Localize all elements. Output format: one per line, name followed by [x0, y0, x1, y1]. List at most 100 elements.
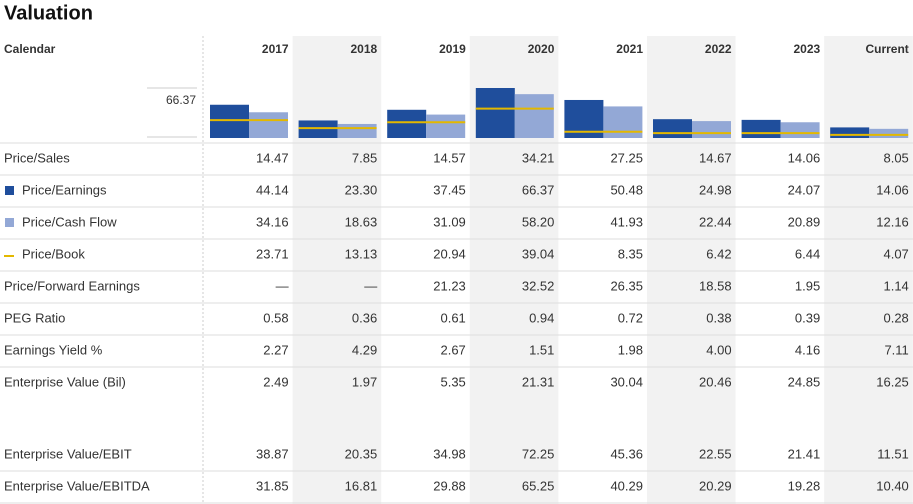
- cell: 0.58: [263, 310, 288, 325]
- cell: 4.00: [706, 342, 731, 357]
- cell: 21.31: [522, 374, 555, 389]
- cell: 27.25: [610, 150, 643, 165]
- cell: 34.98: [433, 446, 466, 461]
- cell: 38.87: [256, 446, 289, 461]
- legend-swatch: [5, 218, 14, 227]
- cell: 4.16: [795, 342, 820, 357]
- cell: 24.07: [788, 182, 821, 197]
- cell: 0.39: [795, 310, 820, 325]
- cell: 41.93: [610, 214, 643, 229]
- cell: 45.36: [610, 446, 643, 461]
- pcf-bar: [780, 122, 820, 138]
- cell: 2.67: [440, 342, 465, 357]
- row-label: Price/Earnings: [22, 182, 107, 197]
- row-label: Enterprise Value (Bil): [4, 374, 126, 389]
- cell: 1.97: [352, 374, 377, 389]
- cell: 24.98: [699, 182, 732, 197]
- background: [0, 36, 913, 504]
- cell: 7.85: [352, 150, 377, 165]
- header-label: Calendar: [4, 42, 56, 56]
- cell: 6.42: [706, 246, 731, 261]
- cell: 4.29: [352, 342, 377, 357]
- row-label: Price/Sales: [4, 150, 70, 165]
- cell: 20.46: [699, 374, 732, 389]
- cell: 8.35: [618, 246, 643, 261]
- pe-bar: [298, 120, 338, 138]
- cell: 31.09: [433, 214, 466, 229]
- cell: 26.35: [610, 278, 643, 293]
- cell: 0.61: [440, 310, 465, 325]
- cell: 37.45: [433, 182, 466, 197]
- cell: —: [364, 278, 377, 293]
- cell: 10.40: [876, 478, 909, 493]
- cell: 16.81: [345, 478, 378, 493]
- cell: 72.25: [522, 446, 555, 461]
- cell: 14.06: [788, 150, 821, 165]
- legend-swatch: [5, 186, 14, 195]
- column-header: 2018: [350, 42, 377, 56]
- column-header: 2021: [616, 42, 643, 56]
- cell: 0.36: [352, 310, 377, 325]
- cell: 19.28: [788, 478, 821, 493]
- column-shade: [824, 36, 913, 504]
- cell: 40.29: [610, 478, 643, 493]
- cell: 34.21: [522, 150, 555, 165]
- column-header: 2019: [439, 42, 466, 56]
- pe-bar: [387, 109, 427, 138]
- pcf-bar: [514, 94, 554, 138]
- column-header: 2022: [705, 42, 732, 56]
- cell: 0.38: [706, 310, 731, 325]
- title: Valuation: [4, 2, 93, 24]
- cell: 21.23: [433, 278, 466, 293]
- cell: —: [276, 278, 289, 293]
- cell: 20.94: [433, 246, 466, 261]
- row-label: Price/Forward Earnings: [4, 278, 140, 293]
- cell: 20.35: [345, 446, 378, 461]
- cell: 21.41: [788, 446, 821, 461]
- cell: 8.05: [883, 150, 908, 165]
- cell: 16.25: [876, 374, 909, 389]
- cell: 4.07: [883, 246, 908, 261]
- cell: 14.67: [699, 150, 732, 165]
- row-label: Earnings Yield %: [4, 342, 103, 357]
- pe-bar: [830, 127, 870, 138]
- cell: 20.29: [699, 478, 732, 493]
- pe-bar: [653, 119, 692, 138]
- row-label: Enterprise Value/EBIT: [4, 446, 132, 461]
- pcf-bar: [692, 121, 731, 138]
- cell: 29.88: [433, 478, 466, 493]
- cell: 14.47: [256, 150, 289, 165]
- cell: 23.71: [256, 246, 289, 261]
- column-shade: [647, 36, 736, 504]
- cell: 1.51: [529, 342, 554, 357]
- cell: 39.04: [522, 246, 555, 261]
- cell: 58.20: [522, 214, 555, 229]
- cell: 32.52: [522, 278, 555, 293]
- cell: 18.58: [699, 278, 732, 293]
- column-shade: [292, 36, 382, 504]
- cell: 30.04: [610, 374, 643, 389]
- column-header: Current: [865, 42, 908, 56]
- pcf-bar: [426, 114, 466, 138]
- cell: 11.51: [877, 446, 909, 461]
- cell: 0.72: [618, 310, 643, 325]
- cell: 13.13: [345, 246, 378, 261]
- pe-bar: [210, 104, 249, 138]
- column-header: 2017: [262, 42, 289, 56]
- scale-label: 66.37: [166, 93, 196, 107]
- pcf-bar: [869, 128, 909, 138]
- row-label: Price/Cash Flow: [22, 214, 117, 229]
- pe-bar: [741, 119, 781, 138]
- row-label: PEG Ratio: [4, 310, 65, 325]
- cell: 31.85: [256, 478, 289, 493]
- cell: 1.14: [883, 278, 908, 293]
- cell: 12.16: [876, 214, 909, 229]
- cell: 1.98: [618, 342, 643, 357]
- pe-bar: [475, 88, 515, 138]
- cell: 18.63: [345, 214, 378, 229]
- cell: 20.89: [788, 214, 821, 229]
- cell: 50.48: [610, 182, 643, 197]
- cell: 23.30: [345, 182, 378, 197]
- cell: 14.06: [876, 182, 909, 197]
